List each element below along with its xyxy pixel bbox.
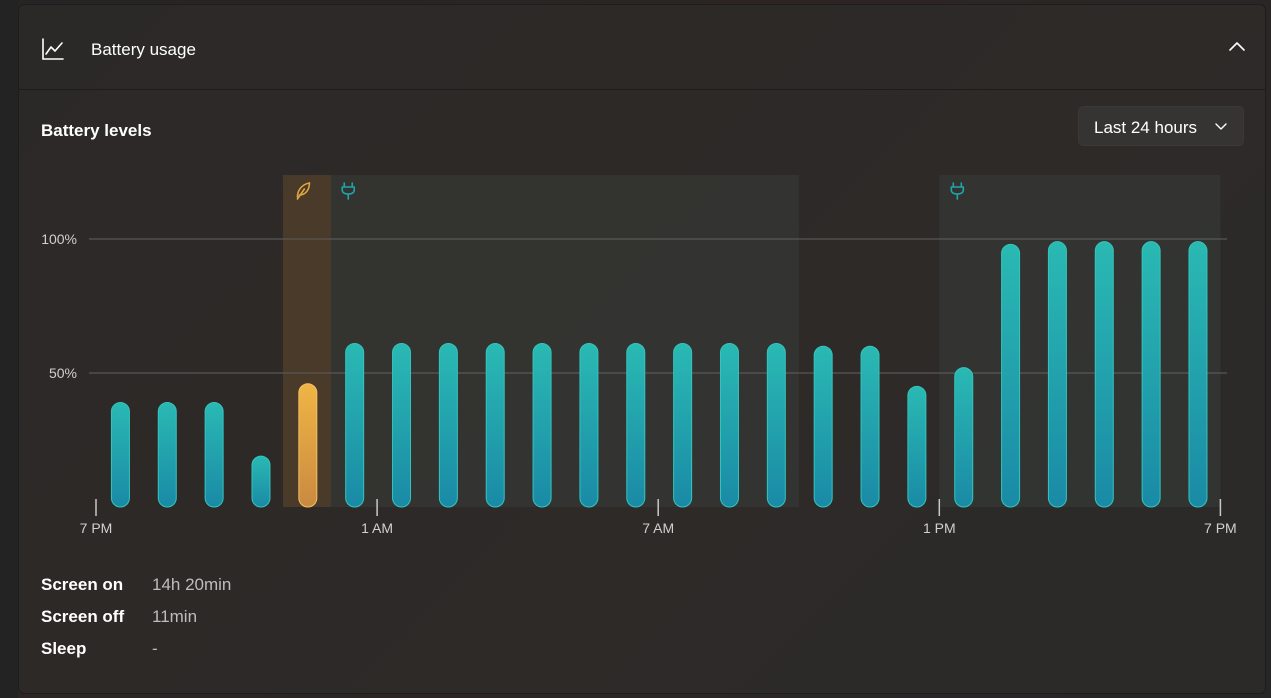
stat-label: Screen on — [41, 575, 124, 594]
x-tick-label: 7 PM — [80, 520, 113, 536]
battery-bar — [813, 345, 833, 508]
time-range-dropdown[interactable]: Last 24 hours — [1078, 106, 1244, 146]
battery-bar — [860, 345, 880, 508]
card-title: Battery usage — [91, 40, 196, 59]
battery-bar — [954, 367, 974, 508]
battery-bar — [485, 343, 505, 508]
battery-bar — [1094, 241, 1114, 508]
battery-bar — [579, 343, 599, 508]
battery-bar — [673, 343, 693, 508]
chevron-up-icon[interactable] — [1225, 35, 1249, 59]
battery-bar — [532, 343, 552, 508]
plug-icon — [341, 182, 356, 200]
battery-bar — [204, 401, 224, 508]
battery-bar — [766, 343, 786, 508]
x-tick-label: 7 AM — [642, 520, 674, 536]
plugged-in-region — [939, 175, 1221, 507]
battery-bar — [1047, 241, 1067, 508]
time-range-selected: Last 24 hours — [1094, 118, 1198, 137]
battery-bar — [251, 455, 271, 508]
x-tick-label: 7 PM — [1204, 520, 1237, 536]
battery-bar — [298, 383, 318, 508]
battery-bar — [1001, 243, 1021, 508]
battery-bar — [1141, 241, 1161, 508]
section-title: Battery levels — [41, 121, 152, 140]
battery-usage-card: Battery usage Battery levels Last 24 hou… — [18, 4, 1266, 694]
y-tick-label: 100% — [41, 231, 77, 247]
stat-label: Screen off — [41, 607, 125, 626]
battery-bar — [626, 343, 646, 508]
battery-bar — [1188, 241, 1208, 508]
stat-value: 14h 20min — [152, 575, 232, 594]
stat-value: - — [152, 639, 158, 658]
x-tick-label: 1 PM — [923, 520, 956, 536]
battery-bar — [110, 401, 130, 508]
battery-bar — [157, 401, 177, 508]
battery-bar — [345, 343, 365, 508]
left-gutter — [0, 0, 18, 698]
stat-value: 11min — [152, 607, 198, 626]
stat-label: Sleep — [41, 639, 87, 658]
battery-bar — [392, 343, 412, 508]
battery-bar — [719, 343, 739, 508]
leaf-icon — [296, 182, 311, 200]
x-tick-label: 1 AM — [361, 520, 393, 536]
card-header[interactable]: Battery usage — [19, 5, 1265, 90]
plug-icon — [950, 182, 965, 200]
y-tick-label: 50% — [49, 365, 77, 381]
battery-bar — [438, 343, 458, 508]
chevron-down-icon — [1215, 123, 1227, 130]
battery-levels-chart: 100% 50% 7 PM 1 AM 7 AM 1 PM 7 PM — [41, 175, 1237, 536]
line-chart-icon — [42, 38, 64, 60]
battery-bar — [907, 385, 927, 508]
